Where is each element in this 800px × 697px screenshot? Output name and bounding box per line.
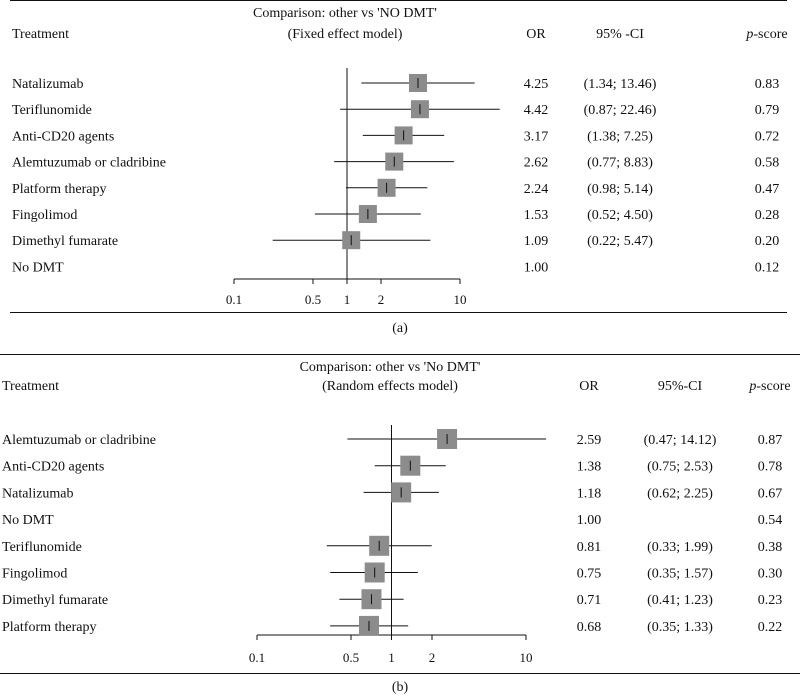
ci-value: (0.35; 1.57) bbox=[647, 567, 713, 582]
pscore-header-p: p bbox=[748, 379, 756, 394]
x-tick-label: 0.1 bbox=[226, 292, 242, 307]
pscore-value: 0.12 bbox=[755, 260, 780, 275]
pscore-value: 0.67 bbox=[758, 486, 783, 501]
ci-value: (0.41; 1.23) bbox=[647, 593, 713, 608]
x-tick-label: 0.5 bbox=[343, 650, 359, 665]
or-value: 1.18 bbox=[577, 486, 602, 501]
pscore-value: 0.20 bbox=[755, 234, 780, 249]
column-header-treatment: Treatment bbox=[12, 27, 69, 42]
x-tick-label: 2 bbox=[378, 292, 385, 307]
column-header-or: OR bbox=[526, 27, 546, 42]
ci-value: (0.98; 5.14) bbox=[587, 182, 653, 197]
column-header-ci: 95%-CI bbox=[658, 379, 703, 394]
plot-subtitle: (Fixed effect model) bbox=[288, 27, 403, 42]
treatment-label: No DMT bbox=[2, 513, 54, 528]
plot-title: Comparison: other vs 'NO DMT' bbox=[253, 6, 437, 21]
or-value: 0.81 bbox=[577, 540, 602, 555]
pscore-value: 0.28 bbox=[755, 208, 780, 223]
x-tick-label: 10 bbox=[520, 650, 533, 665]
ci-value: (0.22; 5.47) bbox=[587, 234, 653, 249]
ci-value: (0.62; 2.25) bbox=[647, 486, 713, 501]
plot-title: Comparison: other vs 'No DMT' bbox=[300, 360, 481, 375]
or-value: 4.42 bbox=[524, 103, 549, 118]
treatment-label: Anti-CD20 agents bbox=[2, 460, 104, 475]
treatment-label: Anti-CD20 agents bbox=[12, 129, 114, 144]
panel-caption: (b) bbox=[392, 680, 409, 695]
pscore-value: 0.38 bbox=[758, 540, 783, 555]
column-header-ci: 95% -CI bbox=[596, 27, 644, 42]
or-value: 1.09 bbox=[524, 234, 549, 249]
or-value: 0.71 bbox=[577, 593, 602, 608]
x-tick-label: 2 bbox=[429, 650, 436, 665]
pscore-value: 0.47 bbox=[755, 182, 780, 197]
treatment-label: Platform therapy bbox=[12, 182, 106, 197]
plot-subtitle: (Random effects model) bbox=[322, 379, 458, 394]
ci-value: (1.34; 13.46) bbox=[584, 77, 657, 92]
x-tick-label: 1 bbox=[344, 292, 351, 307]
column-header-treatment: Treatment bbox=[2, 379, 59, 394]
ci-value: (0.75; 2.53) bbox=[647, 460, 713, 475]
ci-value: (0.33; 1.99) bbox=[647, 540, 713, 555]
treatment-label: No DMT bbox=[12, 260, 64, 275]
or-value: 1.00 bbox=[577, 513, 602, 528]
treatment-label: Teriflunomide bbox=[2, 540, 82, 555]
or-value: 2.24 bbox=[524, 182, 549, 197]
x-tick-label: 10 bbox=[454, 292, 467, 307]
treatment-label: Natalizumab bbox=[12, 77, 84, 92]
ci-value: (1.38; 7.25) bbox=[587, 129, 653, 144]
or-value: 1.00 bbox=[524, 260, 549, 275]
x-tick-label: 0.5 bbox=[305, 292, 321, 307]
column-header-pscore: p-score bbox=[745, 27, 787, 42]
pscore-header-rest: -score bbox=[756, 379, 790, 394]
pscore-value: 0.22 bbox=[758, 620, 783, 635]
or-value: 1.53 bbox=[524, 208, 549, 223]
pscore-value: 0.78 bbox=[758, 460, 783, 475]
treatment-label: Platform therapy bbox=[2, 620, 96, 635]
pscore-value: 0.30 bbox=[758, 567, 783, 582]
or-value: 1.38 bbox=[577, 460, 602, 475]
pscore-value: 0.79 bbox=[755, 103, 780, 118]
or-value: 2.62 bbox=[524, 156, 549, 171]
panel-caption: (a) bbox=[392, 321, 408, 336]
or-value: 4.25 bbox=[524, 77, 549, 92]
pscore-value: 0.83 bbox=[755, 77, 780, 92]
ci-value: (0.35; 1.33) bbox=[647, 620, 713, 635]
or-value: 0.68 bbox=[577, 620, 602, 635]
treatment-label: Dimethyl fumarate bbox=[2, 593, 108, 608]
pscore-header-p: p bbox=[745, 27, 753, 42]
or-value: 3.17 bbox=[524, 129, 549, 144]
pscore-value: 0.58 bbox=[755, 156, 780, 171]
treatment-label: Fingolimod bbox=[12, 208, 77, 223]
column-header-pscore: p-score bbox=[748, 379, 790, 394]
treatment-label: Fingolimod bbox=[2, 567, 67, 582]
ci-value: (0.52; 4.50) bbox=[587, 208, 653, 223]
treatment-label: Alemtuzumab or cladribine bbox=[12, 156, 166, 171]
treatment-label: Teriflunomide bbox=[12, 103, 92, 118]
pscore-header-rest: -score bbox=[753, 27, 787, 42]
x-tick-label: 0.1 bbox=[249, 650, 265, 665]
treatment-label: Natalizumab bbox=[2, 486, 74, 501]
pscore-value: 0.87 bbox=[758, 433, 783, 448]
pscore-value: 0.72 bbox=[755, 129, 780, 144]
x-tick-label: 1 bbox=[388, 650, 395, 665]
ci-value: (0.47; 14.12) bbox=[644, 433, 717, 448]
or-value: 2.59 bbox=[577, 433, 602, 448]
ci-value: (0.77; 8.83) bbox=[587, 156, 653, 171]
ci-value: (0.87; 22.46) bbox=[584, 103, 657, 118]
or-value: 0.75 bbox=[577, 567, 602, 582]
pscore-value: 0.54 bbox=[758, 513, 783, 528]
treatment-label: Alemtuzumab or cladribine bbox=[2, 433, 156, 448]
treatment-label: Dimethyl fumarate bbox=[12, 234, 118, 249]
column-header-or: OR bbox=[579, 379, 599, 394]
pscore-value: 0.23 bbox=[758, 593, 783, 608]
